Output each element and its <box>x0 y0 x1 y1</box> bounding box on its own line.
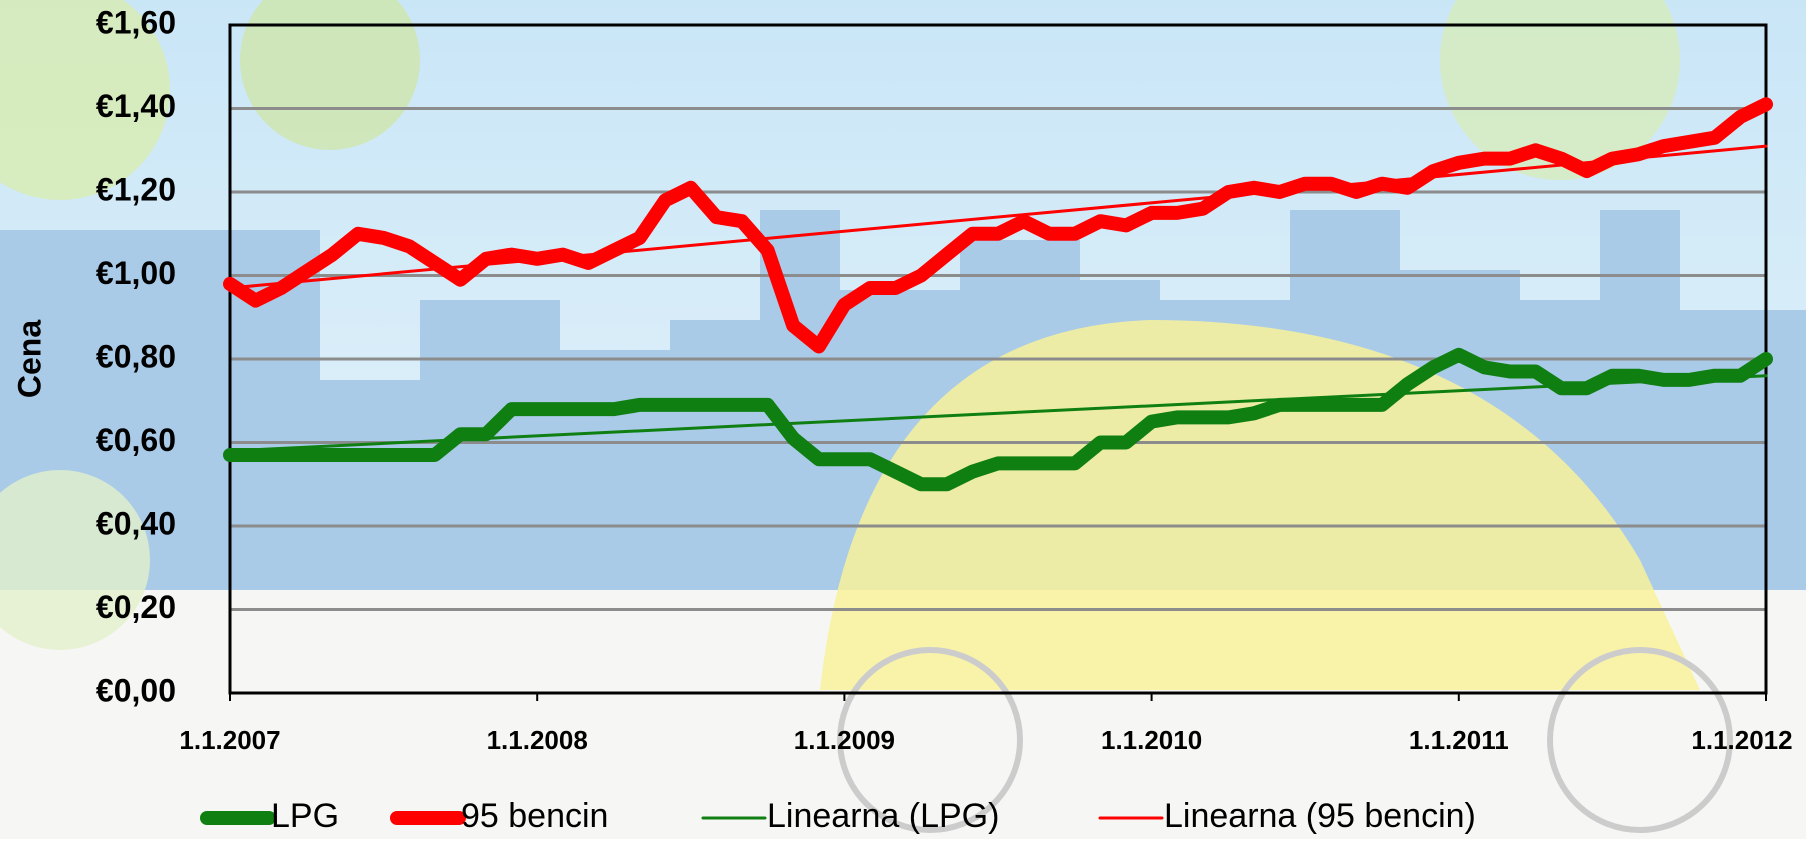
legend-label: Linearna (LPG) <box>767 797 999 835</box>
legend-label: Linearna (95 bencin) <box>1164 797 1476 835</box>
y-tick-label: €0,00 <box>96 672 176 708</box>
y-tick-label: €1,20 <box>96 171 176 207</box>
legend-label: LPG <box>271 797 339 835</box>
y-tick-label: €0,20 <box>96 589 176 625</box>
x-tick-label: 1.1.2010 <box>1101 725 1202 755</box>
y-tick-label: €1,60 <box>96 4 176 40</box>
y-tick-label: €0,40 <box>96 505 176 541</box>
y-tick-label: €0,80 <box>96 338 176 374</box>
background <box>0 0 1806 839</box>
x-tick-label: 1.1.2011 <box>1409 725 1509 755</box>
legend-label: 95 bencin <box>461 797 608 835</box>
chart: Cena €0,00 €0,20 €0,40 €0,60 €0,80 €1,00 €1,20… <box>0 0 1806 839</box>
x-tick-label: 1.1.2008 <box>487 725 588 755</box>
y-axis-label: Cena <box>11 320 47 398</box>
x-tick-label: 1.1.2007 <box>179 725 280 755</box>
y-tick-label: €0,60 <box>96 422 176 458</box>
x-tick-label: 1.1.2009 <box>794 725 895 755</box>
x-tick-label: 1.1.2012 <box>1691 725 1792 755</box>
y-tick-label: €1,00 <box>96 255 176 291</box>
y-tick-label: €1,40 <box>96 88 176 124</box>
